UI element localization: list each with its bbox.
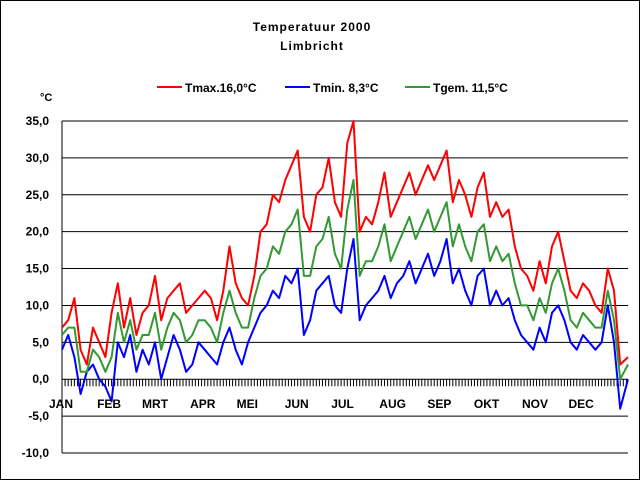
y-tick-label: 30,0 [26, 151, 50, 165]
x-tick-label: MRT [142, 397, 169, 411]
y-tick-label: 15,0 [26, 262, 50, 276]
chart-title: Temperatuur 2000 [253, 20, 372, 34]
x-tick-label: NOV [522, 397, 548, 411]
x-tick-label: APR [190, 397, 216, 411]
series-line-0 [61, 120, 629, 366]
day-ticks [61, 379, 627, 387]
x-tick-label: MEI [237, 397, 258, 411]
y-tick-label: 35,0 [26, 114, 50, 128]
legend-label-tmax: Tmax.16,0°C [185, 81, 257, 95]
y-tick-label: 25,0 [26, 188, 50, 202]
y-tick-label: -5,0 [28, 409, 49, 423]
x-tick-label: SEP [427, 397, 451, 411]
y-tick-label: 0,0 [32, 372, 49, 386]
x-tick-label: JUN [285, 397, 309, 411]
y-axis-ticks: 35,0 30,0 25,0 20,0 15,0 10,0 5,0 0,0 -5,0 -10,0 [22, 114, 50, 460]
x-tick-label: OKT [474, 397, 500, 411]
x-tick-label: JAN [49, 397, 73, 411]
x-tick-label: JUL [331, 397, 354, 411]
day-tick-marks [61, 379, 627, 387]
chart-subtitle: Limbricht [280, 39, 344, 53]
series-line-1 [61, 238, 629, 410]
series-line-2 [61, 179, 629, 381]
series-lines [61, 120, 629, 410]
y-tick-label: 10,0 [26, 298, 50, 312]
y-tick-label: 20,0 [26, 225, 50, 239]
x-tick-label: AUG [379, 397, 406, 411]
x-tick-label: FEB [97, 397, 121, 411]
x-axis-month-labels: JAN FEB MRT APR MEI JUN JUL AUG SEP OKT NOV DEC [49, 397, 594, 411]
y-tick-label: 5,0 [32, 335, 49, 349]
y-tick-label: -10,0 [22, 446, 50, 460]
legend: Tmax.16,0°C Tmin. 8,3°C Tgem. 11,5°C [157, 81, 508, 95]
gridlines [61, 120, 628, 454]
y-axis-unit-label: °C [40, 92, 52, 104]
legend-label-tmin: Tmin. 8,3°C [313, 81, 379, 95]
x-tick-label: DEC [568, 397, 594, 411]
legend-label-tgem: Tgem. 11,5°C [433, 81, 508, 95]
